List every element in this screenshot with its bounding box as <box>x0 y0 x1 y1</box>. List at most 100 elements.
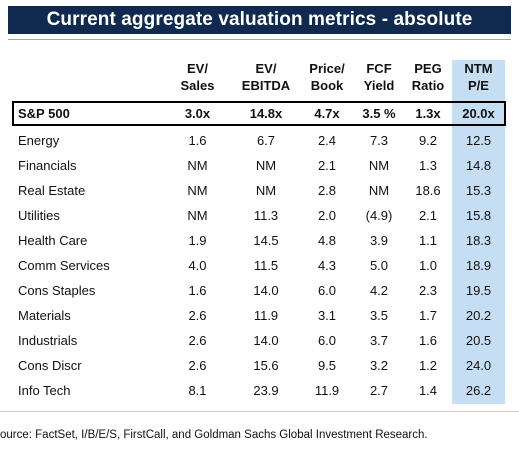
cell-ev-sales: 4.0 <box>188 258 207 273</box>
cell-ntm-pe: 20.0x <box>462 106 495 121</box>
cell-ev-sales: 1.6 <box>188 133 207 148</box>
cell-price-book: 4.7x <box>314 106 340 121</box>
cell-fcf-yield: 4.2 <box>369 283 389 298</box>
cell-ev-sales: NM <box>187 183 208 198</box>
valuation-table: EV/ Sales EV/ EBITDA Price/ Book FCF Yie… <box>12 60 507 403</box>
cell-peg-ratio: 1.6 <box>418 333 438 348</box>
cell-ntm-pe: 14.8 <box>465 158 492 173</box>
table-row: Industrials 2.6 14.0 6.0 3.7 1.6 20.5 <box>12 328 507 353</box>
row-label: Cons Discr <box>18 358 82 373</box>
header-line: PEG <box>414 61 442 76</box>
row-label: Comm Services <box>18 258 110 273</box>
cell-price-book: 2.0 <box>317 208 337 223</box>
header-line: NTM <box>464 61 493 76</box>
sp500-row: S&P 500 3.0x 14.8x 4.7x 3.5 % 1.3x 20.0x <box>12 101 507 126</box>
title-divider <box>8 39 511 40</box>
sp500-box <box>12 101 506 126</box>
header-row: EV/ Sales EV/ EBITDA Price/ Book FCF Yie… <box>12 60 507 98</box>
cell-fcf-yield: 3.7 <box>369 333 389 348</box>
cell-peg-ratio: 1.4 <box>418 383 438 398</box>
table-row: Info Tech 8.1 23.9 11.9 2.7 1.4 26.2 <box>12 378 507 403</box>
cell-ev-ebitda: NM <box>255 183 277 198</box>
header-ev-sales: EV/ Sales <box>170 60 225 94</box>
cell-ntm-pe: 18.3 <box>465 233 492 248</box>
source-note: ource: FactSet, I/B/E/S, FirstCall, and … <box>0 429 428 441</box>
cell-fcf-yield: 3.5 <box>369 308 389 323</box>
cell-ev-ebitda: 23.9 <box>253 383 279 398</box>
cell-peg-ratio: 1.3 <box>418 158 438 173</box>
cell-peg-ratio: 2.1 <box>418 208 438 223</box>
cell-fcf-yield: 3.5 % <box>362 106 396 121</box>
table-row: Utilities NM 11.3 2.0 (4.9) 2.1 15.8 <box>12 203 507 228</box>
table-row: Real Estate NM NM 2.8 NM 18.6 15.3 <box>12 178 507 203</box>
cell-price-book: 4.8 <box>317 233 337 248</box>
row-label: S&P 500 <box>18 106 70 121</box>
header-line: EV/ <box>187 61 208 76</box>
table-row: Materials 2.6 11.9 3.1 3.5 1.7 20.2 <box>12 303 507 328</box>
cell-ev-ebitda: 11.9 <box>253 308 279 323</box>
cell-ntm-pe: 26.2 <box>465 383 492 398</box>
cell-fcf-yield: NM <box>368 183 390 198</box>
cell-price-book: 6.0 <box>317 333 337 348</box>
header-line: EV/ <box>255 61 277 76</box>
row-label: Utilities <box>18 208 60 223</box>
cell-fcf-yield: 3.9 <box>369 233 389 248</box>
ntm-pe-highlight <box>452 60 505 404</box>
row-label: Info Tech <box>18 383 71 398</box>
row-label: Industrials <box>18 333 78 348</box>
cell-ev-sales: NM <box>187 208 208 223</box>
cell-price-book: 6.0 <box>317 283 337 298</box>
cell-ev-ebitda: 6.7 <box>256 133 276 148</box>
cell-ntm-pe: 20.2 <box>465 308 492 323</box>
cell-peg-ratio: 1.0 <box>418 258 438 273</box>
row-label: Cons Staples <box>18 283 96 298</box>
cell-fcf-yield: 3.2 <box>369 358 389 373</box>
cell-ntm-pe: 20.5 <box>465 333 492 348</box>
cell-peg-ratio: 1.1 <box>418 233 438 248</box>
header-line: Book <box>310 78 344 93</box>
header-ntm-pe: NTM P/E <box>452 60 505 94</box>
row-label: Financials <box>18 158 77 173</box>
cell-peg-ratio: 2.3 <box>418 283 438 298</box>
cell-price-book: 2.1 <box>317 158 337 173</box>
page-title: Current aggregate valuation metrics - ab… <box>8 6 511 34</box>
sector-rows: Energy 1.6 6.7 2.4 7.3 9.2 12.5 Financials NM NM 2… <box>12 128 507 403</box>
table-row: Cons Discr 2.6 15.6 9.5 3.2 1.2 24.0 <box>12 353 507 378</box>
header-line: Sales <box>180 78 215 93</box>
cell-ev-sales: 2.6 <box>188 308 207 323</box>
row-label: Real Estate <box>18 183 86 198</box>
table-row: Comm Services 4.0 11.5 4.3 5.0 1.0 18.9 <box>12 253 507 278</box>
cell-price-book: 9.5 <box>317 358 337 373</box>
cell-ntm-pe: 15.8 <box>465 208 492 223</box>
cell-ev-ebitda: 14.0 <box>253 333 279 348</box>
header-line: EBITDA <box>241 78 291 93</box>
cell-peg-ratio: 1.2 <box>418 358 438 373</box>
cell-fcf-yield: NM <box>368 158 390 173</box>
cell-ev-ebitda: 11.5 <box>253 258 279 273</box>
cell-price-book: 2.8 <box>317 183 337 198</box>
cell-fcf-yield: 7.3 <box>369 133 389 148</box>
header-line: Yield <box>363 78 395 93</box>
cell-ev-sales: 1.9 <box>188 233 207 248</box>
cell-ev-sales: 2.6 <box>188 333 207 348</box>
table-row: Financials NM NM 2.1 NM 1.3 14.8 <box>12 153 507 178</box>
cell-ev-sales: 8.1 <box>188 383 207 398</box>
cell-price-book: 3.1 <box>317 308 337 323</box>
cell-ev-ebitda: 14.5 <box>253 233 279 248</box>
header-line: Price/ <box>309 61 345 76</box>
cell-ntm-pe: 19.5 <box>465 283 492 298</box>
cell-ev-sales: NM <box>187 158 208 173</box>
cell-peg-ratio: 9.2 <box>418 133 438 148</box>
cell-ev-sales: 3.0x <box>184 106 211 121</box>
table-row: Cons Staples 1.6 14.0 6.0 4.2 2.3 19.5 <box>12 278 507 303</box>
cell-ev-ebitda: NM <box>255 158 277 173</box>
cell-ntm-pe: 12.5 <box>465 133 492 148</box>
row-label: Energy <box>18 133 60 148</box>
row-label: Health Care <box>18 233 88 248</box>
cell-ntm-pe: 18.9 <box>465 258 492 273</box>
cell-ntm-pe: 15.3 <box>465 183 492 198</box>
header-fcf-yield: FCF Yield <box>350 60 408 94</box>
cell-fcf-yield: 2.7 <box>369 383 389 398</box>
header-ev-ebitda: EV/ EBITDA <box>230 60 302 94</box>
